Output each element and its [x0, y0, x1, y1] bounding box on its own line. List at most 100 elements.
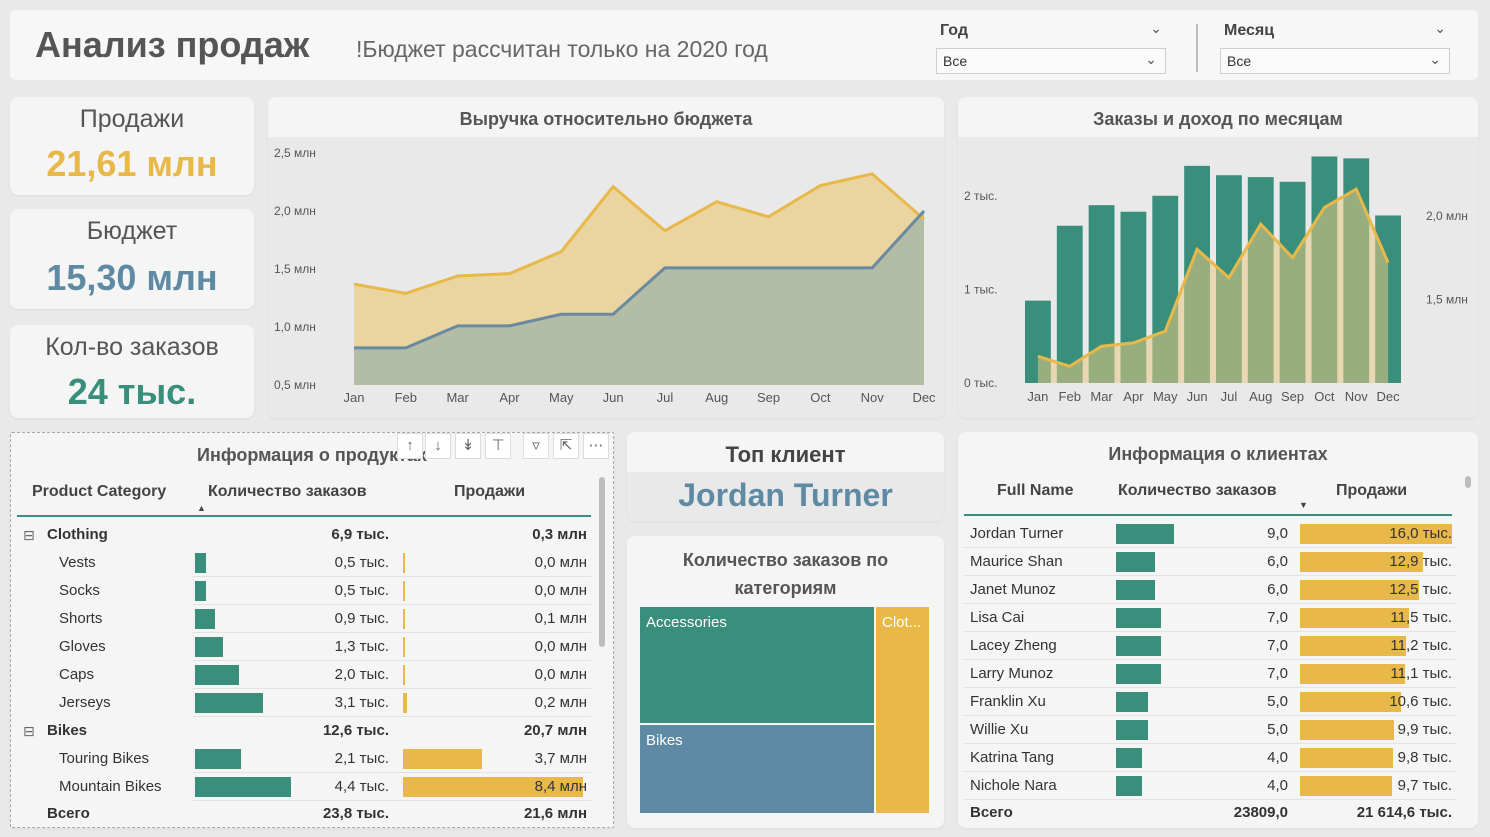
clients-table[interactable]: Full Name Количество заказов Продажи ▼ J…: [964, 480, 1456, 821]
column-header-sales[interactable]: Продажи: [454, 483, 526, 500]
row-divider: [964, 575, 1456, 576]
filter-icon[interactable]: ▿: [523, 433, 549, 459]
table-group-row[interactable]: ⊟ Bikes 12,6 тыс. 20,7 млн: [17, 717, 597, 745]
sales-databar: [1300, 664, 1406, 684]
x-tick-label: Mar: [1090, 389, 1113, 404]
drill-down-icon[interactable]: ↓: [425, 433, 451, 459]
treemap-title-line1: Количество заказов по: [682, 550, 889, 570]
column-header-sales[interactable]: Продажи: [1336, 482, 1408, 499]
table-row[interactable]: Maurice Shan 6,0 12,9 тыс.: [964, 548, 1456, 576]
orders-value: 0,5 тыс.: [334, 554, 389, 571]
y2-tick-label: 2,0 млн: [1426, 209, 1468, 223]
month-dropdown[interactable]: Все ⌄: [1220, 48, 1450, 74]
bar[interactable]: [1056, 225, 1083, 383]
expand-next-level-icon[interactable]: ↡: [455, 433, 481, 459]
series-line[interactable]: [353, 172, 925, 295]
collapse-icon[interactable]: ⊟: [23, 527, 35, 543]
month-slicer-label: Месяц: [1224, 22, 1275, 39]
orders-value: 12,6 тыс.: [322, 722, 389, 739]
category-name: Touring Bikes: [59, 750, 150, 767]
table-row[interactable]: Jerseys 3,1 тыс. 0,2 млн: [17, 689, 597, 717]
drill-up-icon[interactable]: ↑: [397, 433, 423, 459]
table-row[interactable]: Nichole Nara 4,0 9,7 тыс.: [964, 772, 1456, 800]
orders-treemap[interactable]: Accessories Bikes Clot...: [640, 607, 929, 813]
products-table[interactable]: Product Category Количество заказов Прод…: [17, 481, 597, 822]
x-tick-label: Aug: [1249, 389, 1272, 404]
clients-table-card: Информация о клиентах Full Name Количест…: [958, 432, 1478, 828]
x-tick-label: Nov: [861, 390, 885, 405]
chevron-down-icon: ⌄: [1429, 51, 1441, 67]
table-row[interactable]: Willie Xu 5,0 9,9 тыс.: [964, 716, 1456, 744]
client-name: Lisa Cai: [970, 609, 1025, 626]
table-row[interactable]: Janet Munoz 6,0 12,5 тыс.: [964, 576, 1456, 604]
visual-toolbar: ↑ ↓ ↡ ⊤ ▿ ⇱ ⋯: [397, 433, 613, 461]
orders-revenue-card: Заказы и доход по месяцам 2 тыс. 1 тыс. 0 …: [958, 97, 1478, 418]
orders-value: 4,4 тыс.: [334, 778, 389, 795]
column-header-full-name[interactable]: Full Name: [997, 482, 1074, 499]
table-row[interactable]: Shorts 0,9 тыс. 0,1 млн: [17, 605, 597, 633]
table-row[interactable]: Gloves 1,3 тыс. 0,0 млн: [17, 633, 597, 661]
sales-value: 9,8 тыс.: [1397, 749, 1452, 766]
sales-databar: [403, 637, 405, 657]
series-line[interactable]: [354, 209, 926, 350]
kpi-sales-label: Продажи: [79, 105, 185, 133]
orders-databar: [1116, 720, 1149, 740]
treemap-tile-accessories[interactable]: Accessories: [640, 607, 874, 723]
client-name: Katrina Tang: [970, 749, 1054, 766]
table-row[interactable]: Mountain Bikes 4,4 тыс. 8,4 млн: [17, 773, 597, 801]
y-tick-label: 2,0 млн: [274, 204, 316, 218]
sort-descending-icon[interactable]: ▼: [1299, 500, 1308, 510]
focus-mode-icon[interactable]: ⇱: [553, 433, 579, 459]
table-row[interactable]: Jordan Turner 9,0 16,0 тыс.: [964, 520, 1456, 548]
expand-hierarchy-icon[interactable]: ⊤: [485, 433, 511, 459]
x-tick-label: Mar: [446, 390, 469, 405]
scrollbar[interactable]: [599, 477, 605, 647]
table-row[interactable]: Touring Bikes 2,1 тыс. 3,7 млн: [17, 745, 597, 773]
x-tick-label: Jun: [603, 390, 624, 405]
sales-value: 0,2 млн: [534, 694, 587, 711]
sales-value: 20,7 млн: [523, 722, 587, 739]
collapse-icon[interactable]: ⊟: [23, 723, 35, 739]
treemap-tile-bikes[interactable]: Bikes: [640, 725, 874, 813]
table-row[interactable]: Lisa Cai 7,0 11,5 тыс.: [964, 604, 1456, 632]
more-options-icon[interactable]: ⋯: [583, 433, 609, 459]
sales-databar: [1300, 580, 1419, 600]
column-header-orders[interactable]: Количество заказов: [1118, 482, 1277, 499]
orders-value: 4,0: [1267, 749, 1288, 766]
orders-value: 7,0: [1267, 665, 1288, 682]
sales-value: 9,9 тыс.: [1397, 721, 1452, 738]
table-row[interactable]: Franklin Xu 5,0 10,6 тыс.: [964, 688, 1456, 716]
table-group-row[interactable]: ⊟ Clothing 6,9 тыс. 0,3 млн: [17, 521, 597, 549]
scrollbar[interactable]: [1465, 476, 1471, 488]
sort-ascending-icon[interactable]: ▲: [197, 503, 206, 513]
client-name: Maurice Shan: [970, 553, 1063, 570]
total-sales: 21,6 млн: [523, 805, 587, 822]
table-row[interactable]: Larry Munoz 7,0 11,1 тыс.: [964, 660, 1456, 688]
table-row[interactable]: Caps 2,0 тыс. 0,0 млн: [17, 661, 597, 689]
series-area: [354, 211, 924, 385]
column-header-category[interactable]: Product Category: [32, 483, 167, 500]
x-tick-label: Sep: [1281, 389, 1304, 404]
column-header-orders[interactable]: Количество заказов: [208, 483, 367, 500]
sales-value: 8,4 млн: [534, 778, 587, 795]
year-slicer-label: Год: [940, 22, 968, 39]
x-tick-label: May: [1153, 389, 1178, 404]
table-row[interactable]: Lacey Zheng 7,0 11,2 тыс.: [964, 632, 1456, 660]
year-dropdown[interactable]: Все ⌄: [936, 48, 1166, 74]
orders-databar: [1116, 748, 1142, 768]
orders-databar: [195, 553, 206, 573]
chevron-down-icon[interactable]: ⌄: [1434, 20, 1446, 36]
table-row[interactable]: Katrina Tang 4,0 9,8 тыс.: [964, 744, 1456, 772]
table-row[interactable]: Vests 0,5 тыс. 0,0 млн: [17, 549, 597, 577]
table-row[interactable]: Socks 0,5 тыс. 0,0 млн: [17, 577, 597, 605]
revenue-budget-chart[interactable]: 2,5 млн 2,0 млн 1,5 млн 1,0 млн 0,5 млн Jan Fe…: [268, 97, 944, 418]
chevron-down-icon[interactable]: ⌄: [1150, 20, 1162, 36]
orders-databar: [1116, 608, 1162, 628]
orders-revenue-chart[interactable]: 2 тыс. 1 тыс. 0 тыс. 2,0 млн 1,5 млн Jan Feb Ma…: [958, 97, 1478, 418]
sales-value: 12,9 тыс.: [1389, 553, 1452, 570]
orders-databar: [195, 581, 206, 601]
treemap-tile-clothing[interactable]: Clot...: [876, 607, 929, 813]
revenue-line[interactable]: [1037, 186, 1390, 368]
sales-databar: [403, 665, 405, 685]
kpi-budget-label: Бюджет: [86, 217, 178, 245]
